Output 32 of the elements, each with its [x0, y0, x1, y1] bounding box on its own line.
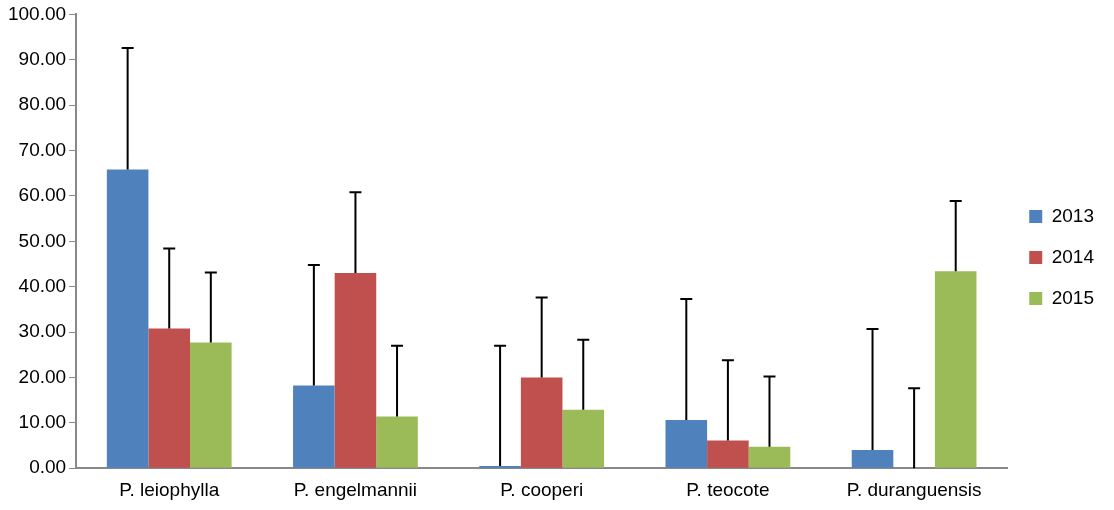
y-tick-label: 90.00: [18, 48, 67, 70]
x-tick-label: P. teocote: [686, 478, 770, 500]
bar: [665, 420, 708, 468]
y-tick-label: 20.00: [18, 365, 67, 387]
y-tick-label: 80.00: [18, 93, 67, 115]
legend-label: 2013: [1051, 204, 1095, 226]
y-tick-label: 30.00: [18, 320, 67, 342]
bar: [520, 377, 563, 468]
y-tick-label: 10.00: [18, 411, 67, 433]
y-tick-label: 40.00: [18, 274, 67, 296]
bar: [376, 416, 418, 468]
y-tick-label: 70.00: [18, 138, 67, 160]
x-tick-label: P. leiophylla: [119, 478, 220, 500]
y-tick-label: 50.00: [18, 229, 67, 251]
bar: [148, 328, 191, 468]
y-tick-label: 0.00: [29, 456, 67, 478]
y-tick-label: 100.00: [7, 2, 67, 24]
bar: [293, 385, 335, 468]
x-tick-label: P. engelmannii: [293, 478, 418, 500]
legend-label: 2014: [1051, 245, 1095, 267]
bar: [562, 409, 605, 468]
x-tick-label: P. duranguensis: [846, 478, 982, 500]
bar: [190, 342, 232, 468]
y-tick-label: 60.00: [18, 184, 67, 206]
bar: [934, 271, 977, 468]
bar: [707, 440, 749, 468]
bar: [106, 169, 149, 468]
x-tick-label: P. cooperi: [500, 478, 584, 500]
bar: [748, 446, 791, 468]
legend-label: 2015: [1051, 286, 1095, 308]
bar: [851, 450, 894, 468]
bar: [334, 273, 377, 468]
